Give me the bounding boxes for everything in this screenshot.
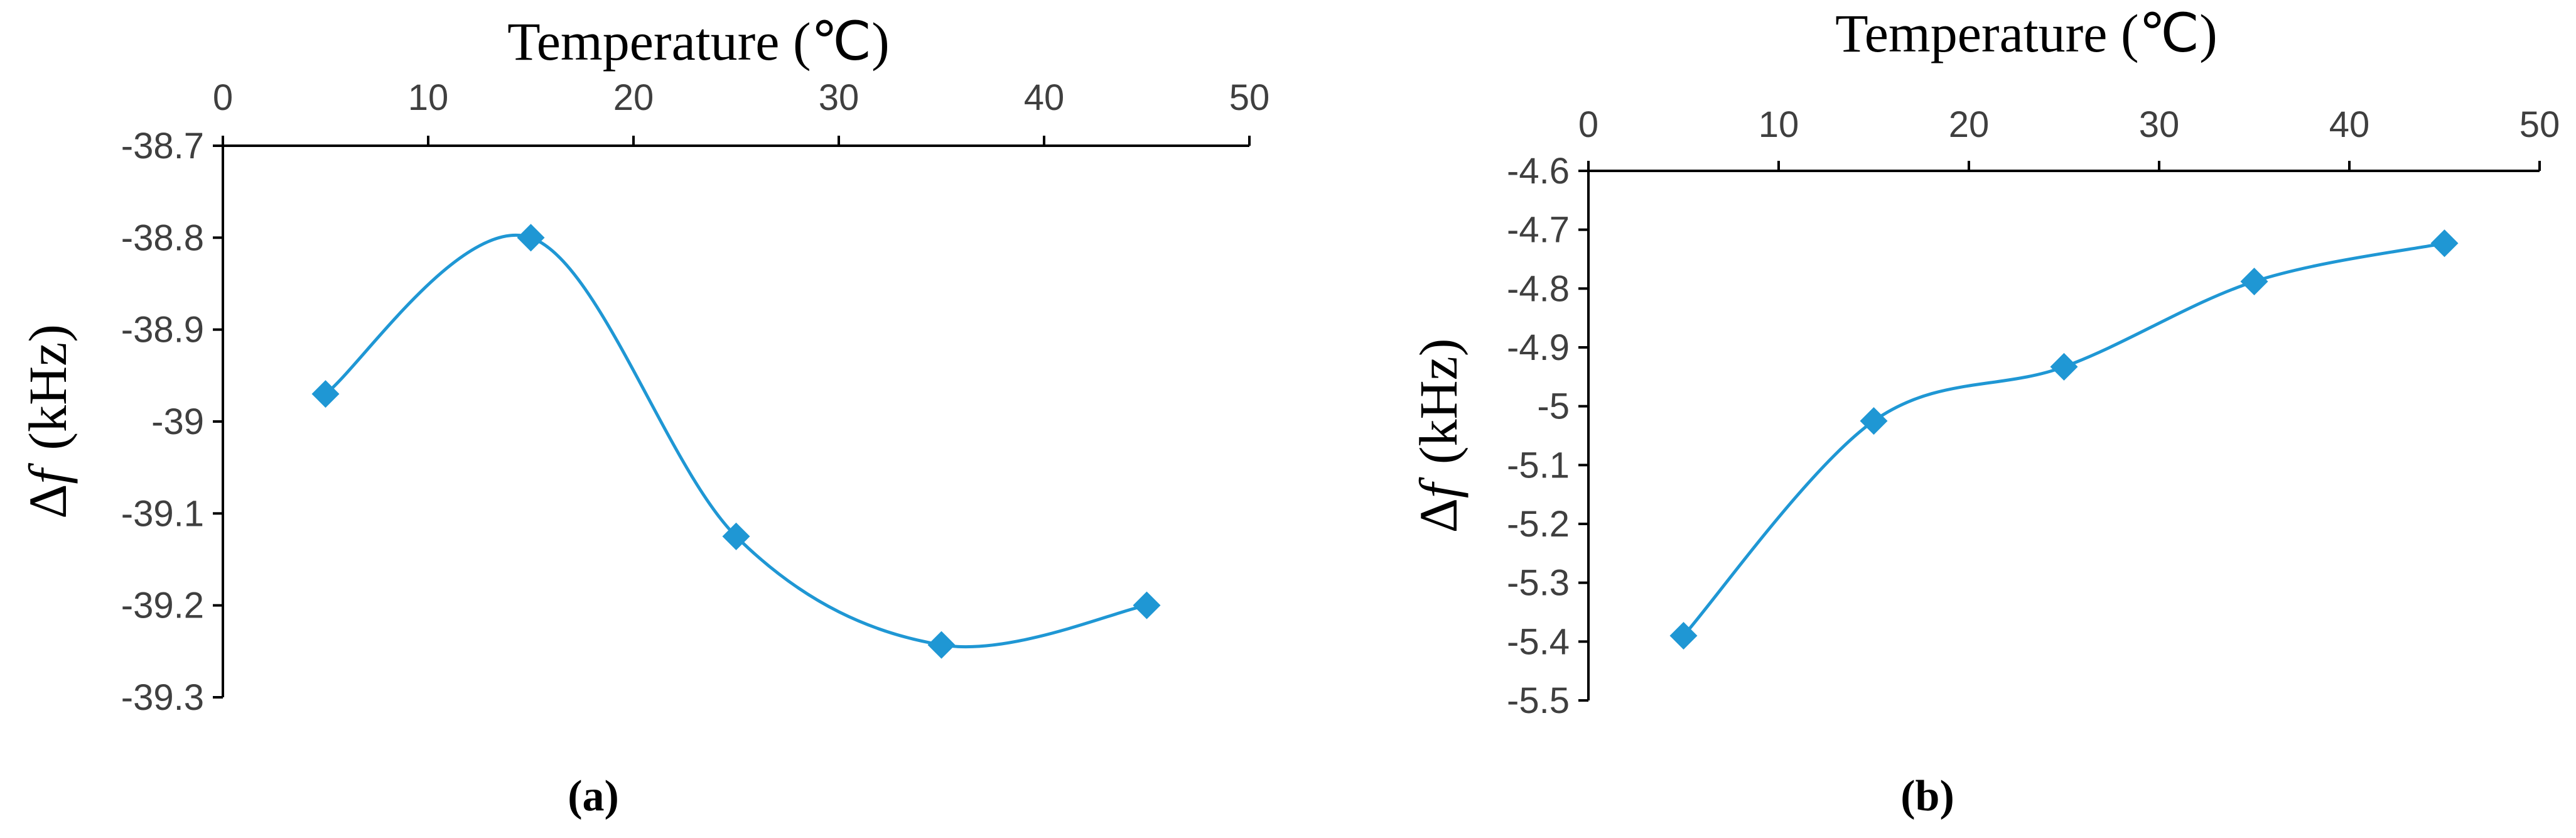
y-tick-label: -4.8 [1507,268,1570,309]
x-tick-label: 50 [1229,77,1270,118]
data-point-marker [1669,621,1698,650]
x-tick-label: 30 [819,77,860,118]
x-tick-label: 40 [2329,104,2370,145]
x-tick-label: 50 [2519,104,2560,145]
y-tick-label: -4.6 [1507,151,1570,192]
y-tick-label: -4.7 [1507,210,1570,251]
data-point-marker [517,224,545,252]
chart-panel-a: 0 10 20 30 40 50 -38.7 -38.8 -38.9 -39 -39.1 -39.2 -… [18,11,1269,820]
y-tick-label: -5.3 [1507,563,1570,604]
y-tick-label: -39.3 [121,677,204,718]
x-tick-label: 20 [613,77,654,118]
panel-label: (a) [568,772,619,820]
data-point-marker [2240,268,2268,296]
data-point-marker [311,380,340,408]
y-tick-label: -38.9 [121,310,204,351]
data-point-marker [1860,407,1888,435]
x-tick-label: 30 [2139,104,2180,145]
y-tick-label: -4.9 [1507,327,1570,368]
data-point-marker [2430,229,2459,258]
y-axis-title-variable: f [1408,477,1469,498]
data-point-marker [2050,352,2078,381]
data-point-marker [722,522,750,550]
y-axis-title-unit: (kHz) [18,324,78,450]
y-tick-label: -5.5 [1507,680,1570,721]
y-axis-title: Δf (kHz) [1408,339,1469,533]
y-tick-label: -39 [151,401,204,442]
y-axis-title: Δf (kHz) [18,324,78,519]
x-tick-label: 10 [408,77,449,118]
y-axis-title-unit: (kHz) [1408,339,1469,465]
y-axis-title-symbol: Δ [1408,498,1469,533]
x-tick-label: 40 [1024,77,1065,118]
series-line [324,234,1147,649]
y-tick-label: -5.1 [1507,445,1570,486]
y-tick-label: -39.2 [121,585,204,626]
y-tick-label: -5 [1537,386,1570,427]
x-axis-title: Temperature (℃) [507,11,890,72]
y-tick-label: -38.8 [121,217,204,258]
x-tick-label: 20 [1949,104,1990,145]
data-point-marker [927,631,956,659]
panel-label: (b) [1900,772,1954,820]
y-tick-label: -38.7 [121,126,204,166]
x-tick-label: 10 [1759,104,1799,145]
y-tick-label: -39.1 [121,493,204,534]
y-tick-label: -5.4 [1507,621,1570,662]
x-tick-label: 0 [1578,104,1598,145]
y-tick-label: -5.2 [1507,504,1570,545]
data-point-marker [1133,591,1161,619]
y-axis-title-symbol: Δ [18,484,78,519]
y-axis-title-variable: f [18,463,78,484]
series-line [1682,241,2445,637]
x-axis-title: Temperature (℃) [1835,3,2218,63]
chart-panel-b: 0 10 20 30 40 50 -4.6 -4.7 -4.8 -4.9 -5 -5.1 -5.2 -5.… [1408,3,2560,820]
x-tick-label: 0 [213,77,233,118]
